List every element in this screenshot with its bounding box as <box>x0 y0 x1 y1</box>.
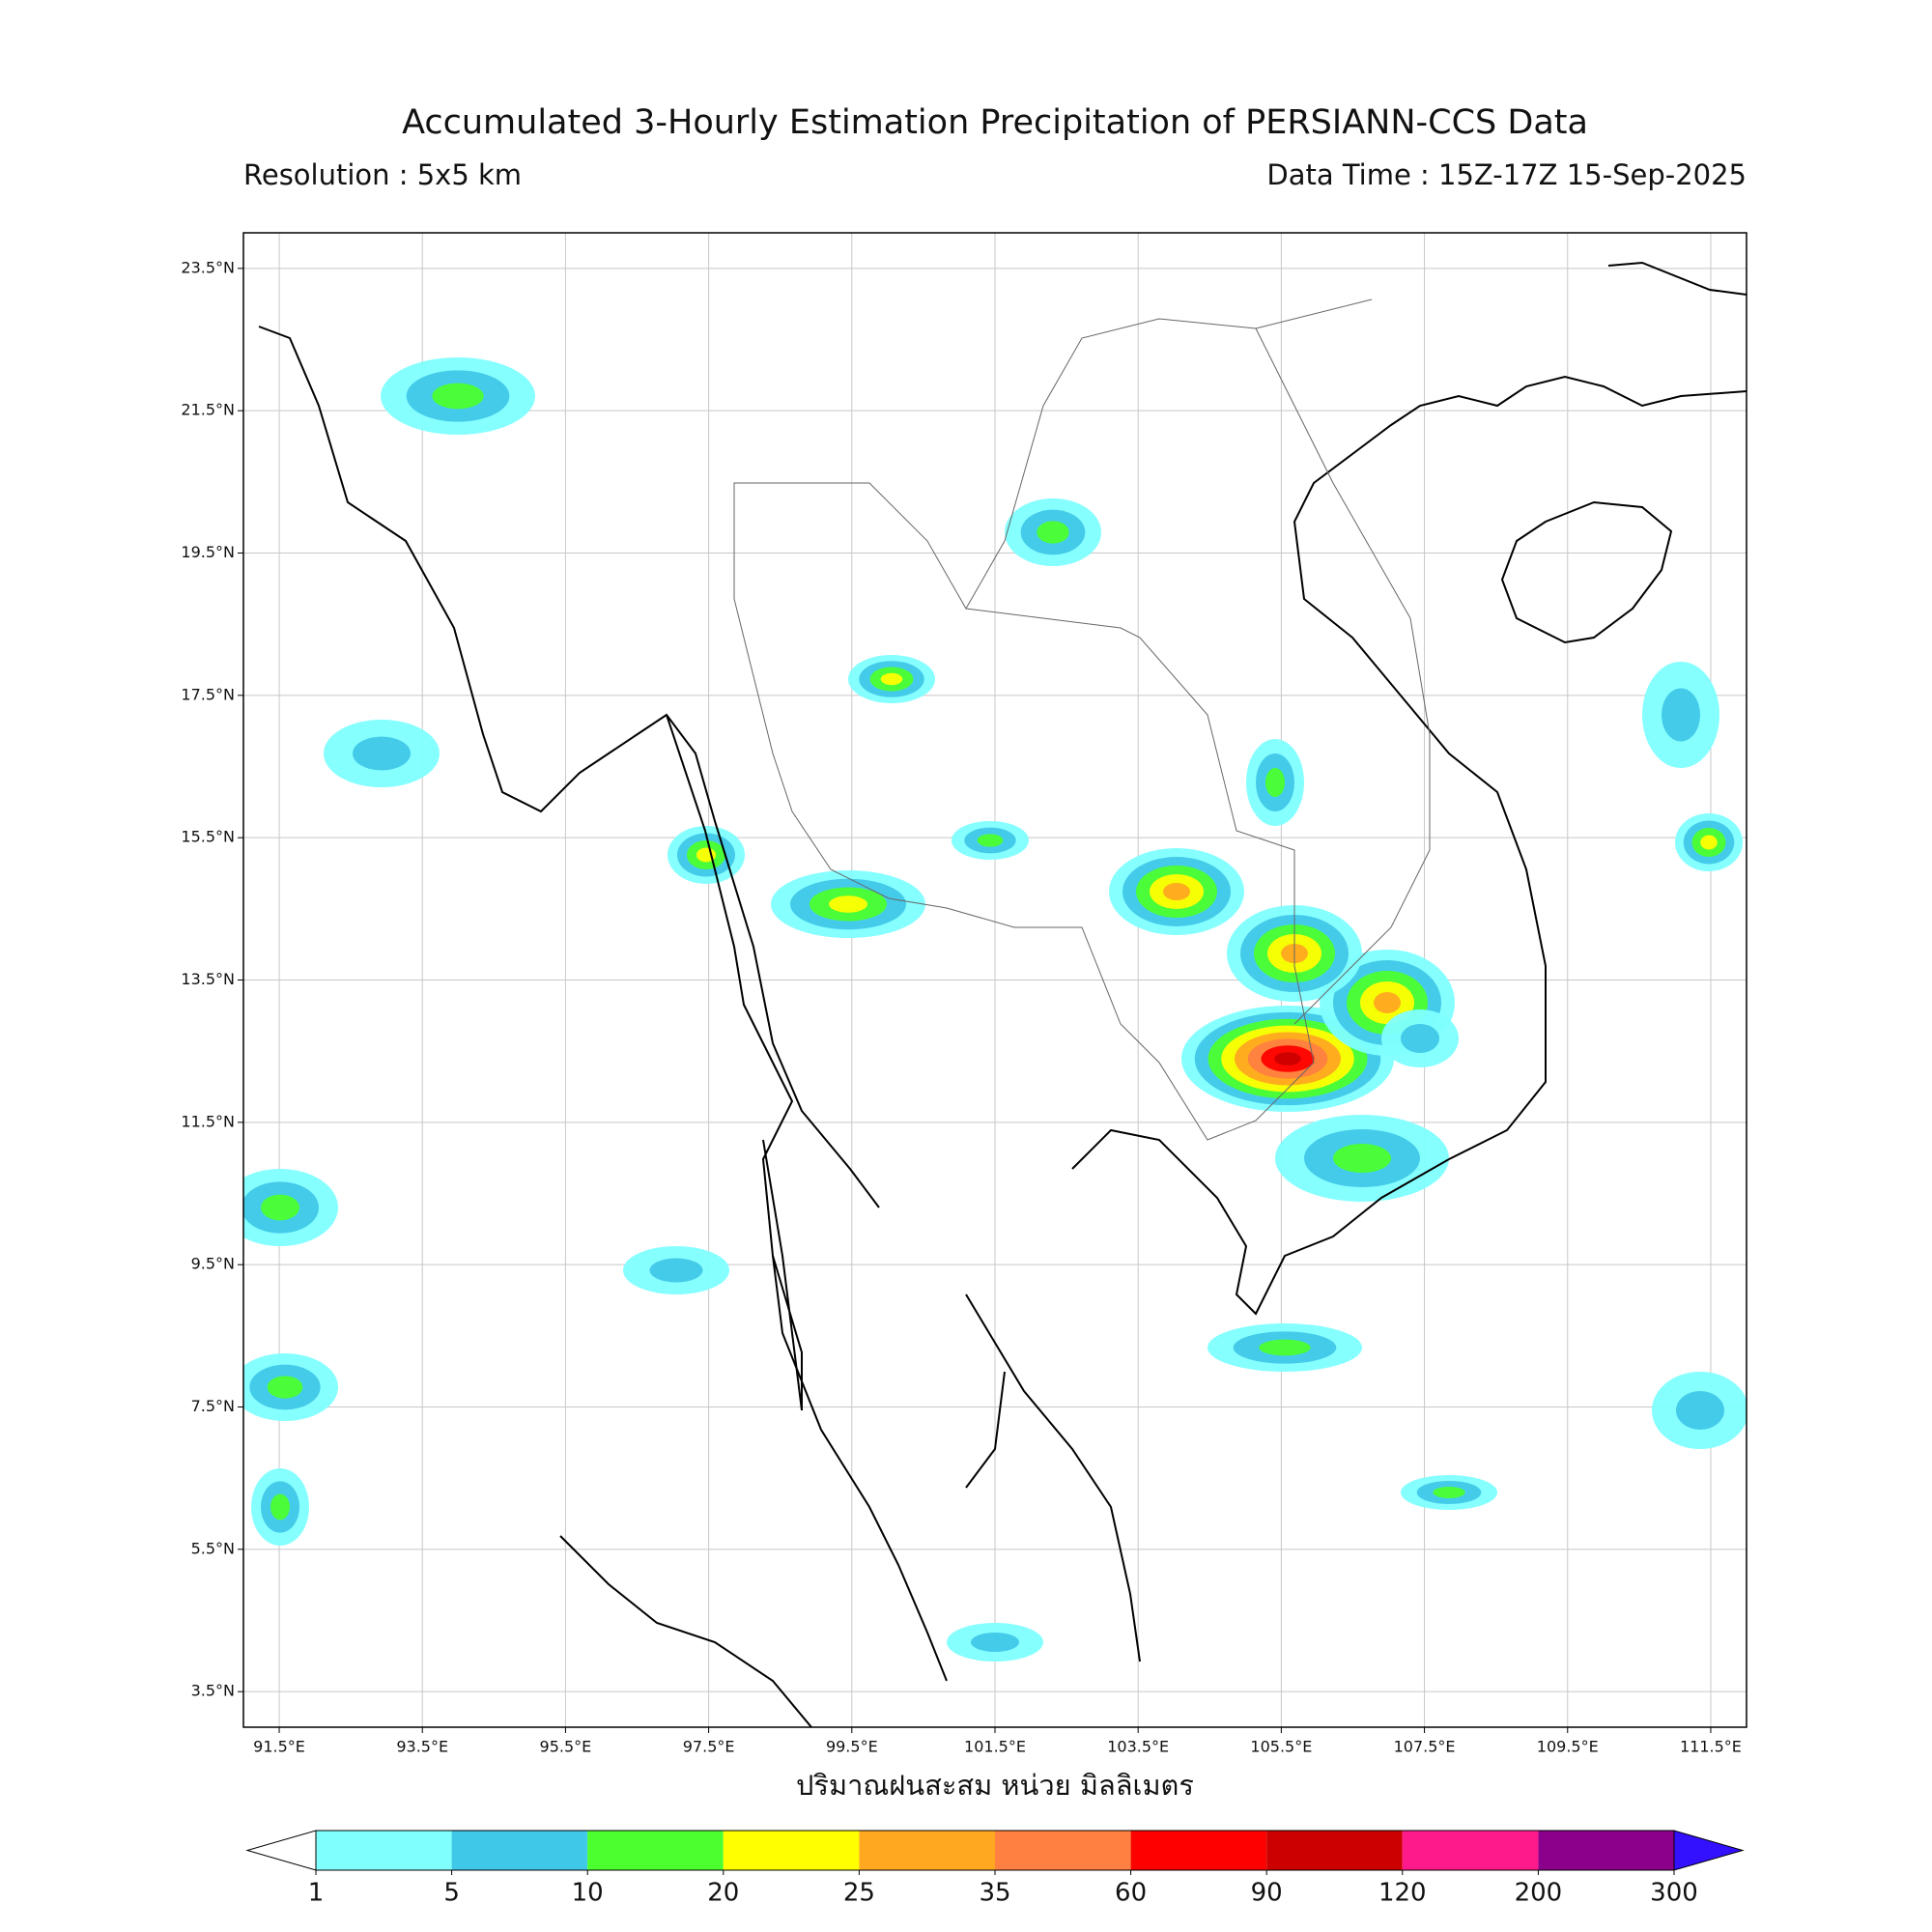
map-frame <box>242 232 1747 1728</box>
colorbar-segment <box>316 1831 452 1870</box>
lon-tick-label: 103.5°E <box>1107 1738 1169 1756</box>
coastlines <box>258 261 1747 1727</box>
lat-tick-label: 9.5°N <box>191 1255 235 1273</box>
colorbar-tick-label: 35 <box>979 1879 1010 1908</box>
colorbar-tick-label: 300 <box>1650 1879 1698 1908</box>
x-axis-label: ปริมาณฝนสะสม หน่วย มิลลิเมตร <box>796 1769 1194 1802</box>
lon-tick-label: 109.5°E <box>1537 1738 1599 1756</box>
rain-area <box>1265 768 1285 797</box>
lon-tick-label: 99.5°E <box>826 1738 878 1756</box>
coastline <box>1071 375 1747 1316</box>
lat-tick-label: 5.5°N <box>191 1539 235 1557</box>
country-border <box>965 298 1431 1025</box>
rain-area <box>971 1633 1019 1652</box>
resolution: Resolution : 5x5 km <box>243 158 522 191</box>
rain-area <box>1037 521 1069 544</box>
rain-area <box>1274 1052 1301 1065</box>
colorbar-segment <box>723 1831 860 1870</box>
lat-tick-label: 19.5°N <box>181 543 235 561</box>
rain-area <box>1662 688 1700 742</box>
rain-area <box>432 383 484 410</box>
colorbar-segment <box>1538 1831 1674 1870</box>
rain-area <box>1401 1024 1439 1053</box>
rain-area <box>1676 1391 1724 1430</box>
colorbar-segment <box>587 1831 724 1870</box>
lat-tick-label: 7.5°N <box>191 1397 235 1415</box>
coastline <box>1500 500 1673 644</box>
colorbar-tick-label: 60 <box>1115 1879 1147 1908</box>
colorbar-segment <box>451 1831 588 1870</box>
rain-area <box>1374 992 1401 1013</box>
lat-tick-label: 21.5°N <box>181 401 235 419</box>
title: Accumulated 3-Hourly Estimation Precipit… <box>402 103 1588 142</box>
colorbar: 1 5 10 20 25 35 60 90 120 200 300 <box>245 1830 1745 1908</box>
rain-area <box>649 1258 703 1283</box>
lon-tick-label: 95.5°E <box>540 1738 592 1756</box>
precipitation-field <box>243 357 1747 1662</box>
colorbar-segment <box>1266 1831 1403 1870</box>
rain-area <box>1433 1487 1465 1498</box>
colorbar-segment <box>1402 1831 1539 1870</box>
rain-area <box>1700 835 1718 850</box>
graticule: 23.5°N 21.5°N 19.5°N 17.5°N 15.5°N 13.5°N 11.5… <box>181 233 1747 1756</box>
rain-area <box>829 895 867 913</box>
lon-tick-label: 91.5°E <box>253 1738 305 1756</box>
rain-area <box>1259 1339 1311 1356</box>
lon-tick-label: 101.5°E <box>964 1738 1026 1756</box>
coastline <box>1607 261 1747 296</box>
colorbar-segment <box>995 1831 1131 1870</box>
coastline <box>258 326 880 1208</box>
lat-tick-label: 17.5°N <box>181 685 235 703</box>
colorbar-tick-label: 20 <box>707 1879 739 1908</box>
colorbar-tick-label: 25 <box>843 1879 875 1908</box>
rain-area <box>261 1194 299 1221</box>
lon-tick-label: 111.5°E <box>1680 1738 1742 1756</box>
coastline <box>559 1371 1006 1727</box>
lon-tick-label: 107.5°E <box>1394 1738 1456 1756</box>
colorbar-tick-label: 90 <box>1251 1879 1283 1908</box>
lat-tick-label: 11.5°N <box>181 1112 235 1130</box>
rain-area <box>267 1376 303 1399</box>
lon-tick-label: 105.5°E <box>1250 1738 1312 1756</box>
lat-tick-label: 3.5°N <box>191 1682 235 1700</box>
lon-tick-label: 97.5°E <box>683 1738 735 1756</box>
rain-area <box>1163 883 1190 900</box>
lat-tick-label: 23.5°N <box>181 258 235 276</box>
colorbar-tick-label: 200 <box>1515 1879 1563 1908</box>
colorbar-tick-label: 120 <box>1378 1879 1427 1908</box>
rain-area <box>1333 1144 1391 1173</box>
country-border <box>733 482 1315 1141</box>
colorbar-under <box>245 1830 317 1871</box>
rain-area <box>270 1493 290 1520</box>
colorbar-over <box>1673 1830 1745 1871</box>
data-time: Data Time : 15Z-17Z 15-Sep-2025 <box>1266 158 1747 191</box>
rain-area <box>977 834 1004 847</box>
coastline <box>666 714 803 1411</box>
coastline <box>772 1255 1141 1682</box>
colorbar-segment <box>859 1831 995 1870</box>
colorbar-tick-label: 5 <box>443 1879 460 1908</box>
lat-tick-label: 15.5°N <box>181 828 235 846</box>
colorbar-tick-label: 10 <box>572 1879 604 1908</box>
lat-tick-label: 13.5°N <box>181 970 235 988</box>
rain-area <box>880 672 903 686</box>
lon-tick-label: 93.5°E <box>396 1738 448 1756</box>
colorbar-segment <box>1130 1831 1267 1870</box>
rain-area <box>353 736 411 771</box>
colorbar-tick-label: 1 <box>308 1879 325 1908</box>
